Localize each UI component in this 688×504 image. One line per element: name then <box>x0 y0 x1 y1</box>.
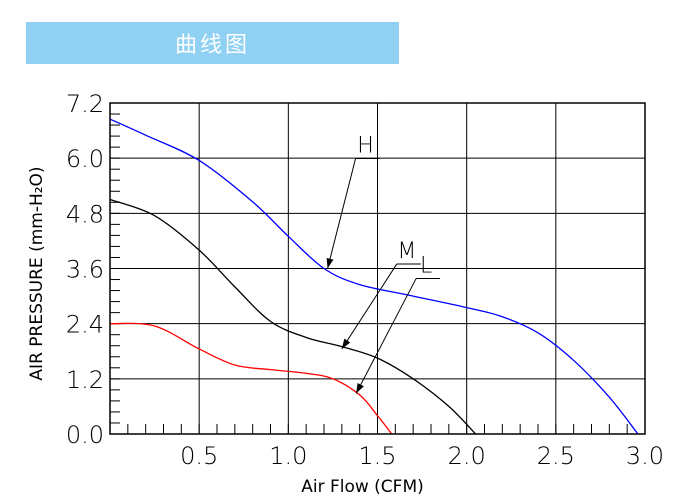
annotation-leader-line <box>327 158 357 269</box>
curve-label-h: H <box>357 134 374 159</box>
y-tick-label: 4.8 <box>66 200 104 228</box>
y-tick-labels: 0.0 1.2 2.4 3.6 4.8 6.0 7.2 <box>66 90 104 449</box>
chart-header-bar: 曲线图 <box>26 22 399 64</box>
x-tick-label: 2.0 <box>448 442 486 470</box>
y-tick-label: 7.2 <box>66 90 104 118</box>
minor-ticks <box>110 113 628 434</box>
annotation-arrowhead <box>356 383 364 394</box>
x-axis-title: Air Flow (CFM) <box>301 477 424 497</box>
chart-header-title: 曲线图 <box>174 33 250 58</box>
y-tick-label: 1.2 <box>66 366 104 394</box>
x-tick-label: 3.0 <box>626 442 664 470</box>
x-tick-labels: 0.5 1.0 1.5 2.0 2.5 3.0 <box>180 442 664 470</box>
annotation-arrowhead <box>326 257 334 269</box>
x-tick-label: 2.5 <box>537 442 575 470</box>
curve-label-l: L <box>420 254 432 279</box>
x-tick-label: 0.5 <box>180 442 218 470</box>
y-tick-label: 2.4 <box>66 311 104 339</box>
y-tick-label: 0.0 <box>66 421 104 449</box>
series-lines <box>109 118 639 435</box>
y-tick-label: 3.6 <box>66 256 104 284</box>
series-line-h <box>109 118 639 435</box>
series-line-l <box>109 322 393 435</box>
y-tick-label: 6.0 <box>66 145 104 173</box>
curve-label-m: M <box>397 239 416 264</box>
annotation-arrowhead <box>341 338 351 349</box>
x-tick-label: 1.0 <box>269 442 307 470</box>
plot-frame <box>109 102 646 435</box>
grid <box>110 102 646 435</box>
x-tick-label: 1.5 <box>358 442 396 470</box>
series-line-m <box>109 198 477 435</box>
y-axis-title: AIR PRESSURE (mm-H₂O) <box>27 166 47 380</box>
annotation-leader-line <box>355 278 417 394</box>
curve-annotations: H ML <box>326 134 441 394</box>
annotation-leader-line <box>341 263 398 350</box>
